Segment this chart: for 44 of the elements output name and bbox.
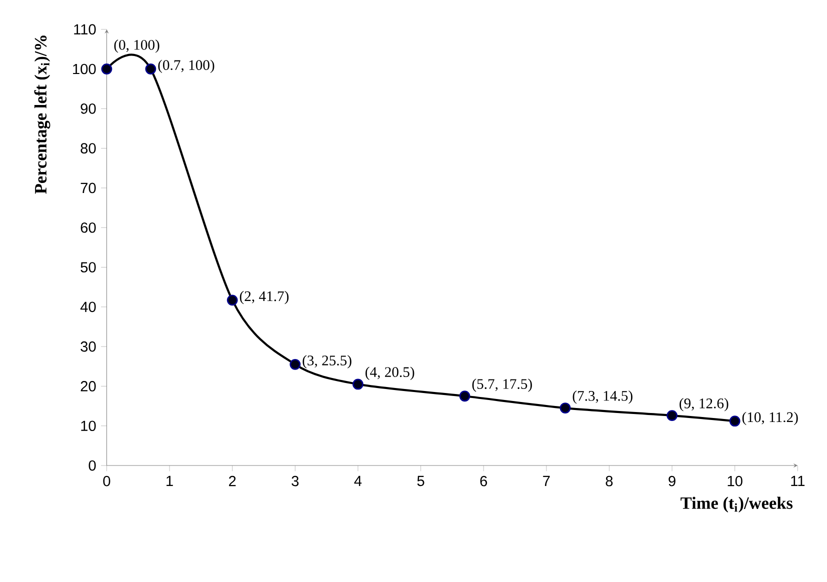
data-label: (10, 11.2): [742, 412, 798, 426]
point: [560, 402, 571, 414]
x-tick-label: 2: [229, 476, 236, 486]
x-axis-title: Time (t$_{i}$)/weeks: [680, 497, 793, 513]
y-tick-label: 110: [74, 24, 96, 35]
point: [352, 379, 364, 390]
x-tick-label: 0: [103, 476, 110, 486]
y-tick-label: 50: [80, 262, 96, 273]
point: [226, 294, 238, 306]
data-label: (3, 25.5): [302, 355, 352, 369]
data-label: (2, 41.7): [240, 291, 289, 304]
y-tick-label: 20: [80, 381, 96, 392]
data-label: (9, 12.6): [680, 398, 728, 412]
y-tick-label: 40: [80, 302, 96, 312]
x-tick-label: 5: [417, 476, 424, 486]
point: [459, 390, 470, 402]
x-tick-label: 1: [166, 476, 173, 486]
x-tick-label: 3: [292, 476, 299, 486]
y-tick-label: 90: [80, 104, 96, 114]
data-label: (4, 20.5): [366, 366, 414, 380]
data-label: (0.7, 100): [158, 60, 214, 74]
data-label: (0, 100): [114, 40, 160, 53]
data-label: (5.7, 17.5): [472, 378, 532, 392]
y-tick-label: 60: [80, 222, 96, 233]
x-tick-label: 7: [543, 476, 550, 486]
y-tick-label: 80: [80, 143, 96, 154]
data-label: (7.3, 14.5): [572, 390, 632, 404]
x-tick-label: 11: [791, 476, 805, 486]
x-tick-label: 6: [480, 476, 488, 486]
x-tick-label: 4: [354, 476, 362, 486]
x-tick-label: 9: [668, 476, 676, 486]
x-tick-label: 10: [728, 476, 742, 486]
y-tick-label: 100: [73, 64, 96, 74]
y-axis-title: Percentage left (x$_{i}$)/%: [34, 36, 50, 194]
point: [101, 64, 112, 75]
y-tick-label: 30: [80, 342, 96, 352]
x-tick-label: 8: [606, 476, 613, 486]
y-tick-label: 0: [88, 460, 96, 471]
point: [729, 416, 740, 427]
point: [290, 359, 301, 370]
y-tick-label: 10: [81, 420, 96, 432]
y-tick-label: 70: [80, 183, 96, 194]
point: [145, 64, 156, 75]
point: [666, 410, 678, 422]
